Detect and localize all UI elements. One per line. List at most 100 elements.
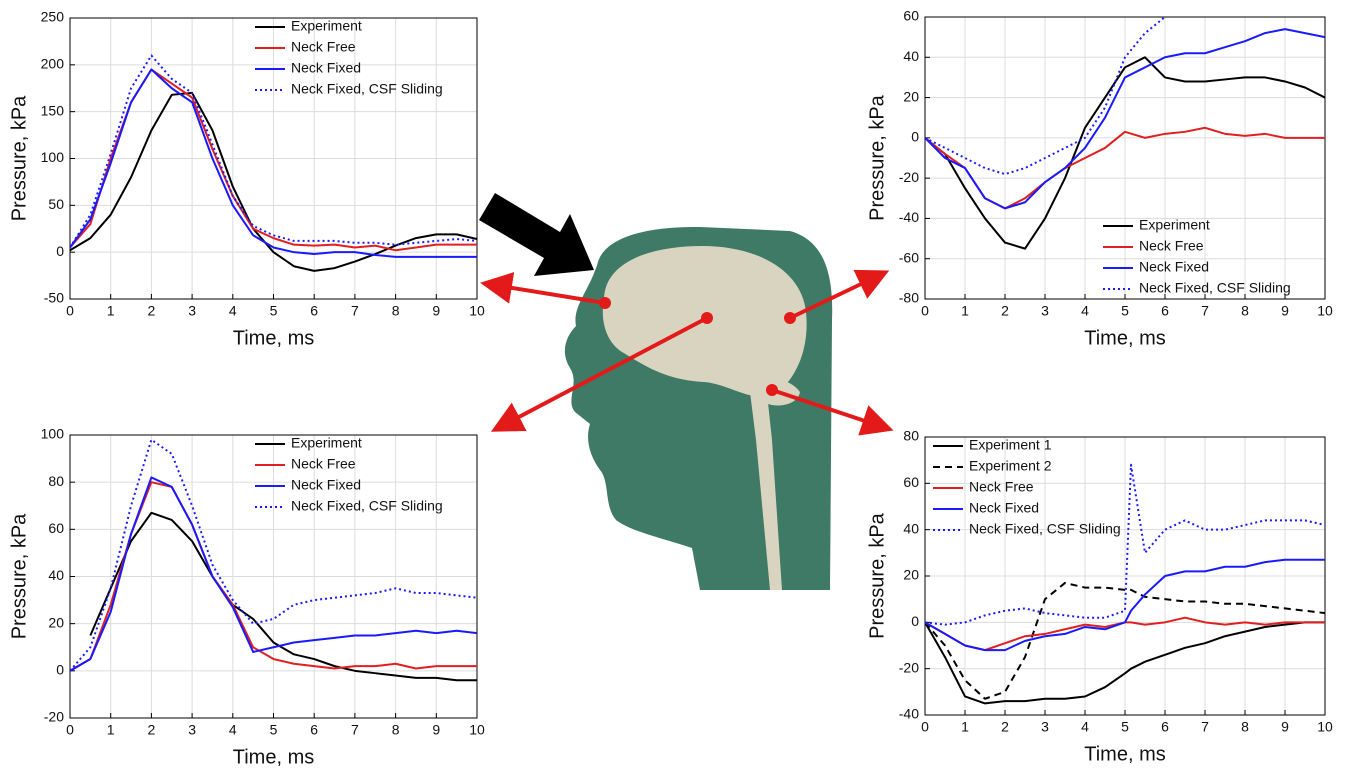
x-axis-label: Time, ms (233, 746, 314, 768)
legend-label: Experiment (1139, 217, 1210, 233)
x-tick-label: 10 (469, 722, 485, 738)
y-tick-label: -20 (899, 169, 919, 185)
x-axis-label: Time, ms (1084, 743, 1165, 765)
legend-label: Neck Free (1139, 238, 1204, 254)
legend: Experiment Neck Free Neck Fixed Neck Fixed,… (1103, 217, 1291, 296)
x-tick-label: 9 (1281, 719, 1289, 735)
x-tick-label: 2 (148, 303, 156, 319)
y-tick-label: -50 (44, 290, 64, 306)
x-tick-label: 0 (66, 303, 74, 319)
x-tick-label: 7 (1201, 303, 1209, 319)
x-axis-label: Time, ms (233, 327, 314, 349)
y-tick-label: 20 (903, 88, 919, 104)
legend-label: Neck Fixed, CSF Sliding (969, 521, 1121, 537)
x-tick-label: 1 (961, 719, 969, 735)
legend-label: Neck Fixed, CSF Sliding (1139, 280, 1291, 296)
legend-label: Neck Free (969, 479, 1034, 495)
legend: Experiment 1 Experiment 2 Neck Free Neck Fi… (933, 437, 1121, 537)
x-tick-label: 7 (351, 303, 359, 319)
y-tick-label: -60 (899, 249, 919, 265)
y-tick-label: -80 (899, 290, 919, 306)
y-tick-label: -40 (899, 706, 919, 722)
y-tick-label: 80 (48, 473, 64, 489)
x-tick-label: 5 (1121, 303, 1129, 319)
probe-point (599, 297, 611, 309)
x-tick-label: 3 (188, 722, 196, 738)
legend-label: Experiment 2 (969, 458, 1052, 474)
probe-point (766, 384, 778, 396)
probe-point (784, 312, 796, 324)
x-tick-label: 2 (1001, 719, 1009, 735)
x-tick-label: 3 (1041, 719, 1049, 735)
x-tick-label: 5 (270, 303, 278, 319)
chart: 012345678910-80-60-40-200204060Time, msP… (866, 8, 1333, 350)
x-tick-label: 2 (148, 722, 156, 738)
x-tick-label: 0 (921, 303, 929, 319)
x-tick-label: 7 (351, 722, 359, 738)
y-tick-label: 200 (41, 56, 65, 72)
x-tick-label: 9 (432, 303, 440, 319)
x-tick-label: 8 (392, 303, 400, 319)
y-tick-label: 100 (41, 426, 65, 442)
y-tick-label: 20 (903, 567, 919, 583)
y-tick-label: 60 (903, 8, 919, 24)
legend-label: Neck Fixed, CSF Sliding (291, 81, 443, 97)
head-diagram (479, 193, 886, 590)
x-tick-label: 6 (1161, 719, 1169, 735)
y-axis-label: Pressure, kPa (866, 94, 888, 220)
legend-label: Neck Fixed (291, 60, 361, 76)
y-tick-label: 40 (903, 48, 919, 64)
y-axis-label: Pressure, kPa (8, 95, 30, 221)
x-tick-label: 3 (1041, 303, 1049, 319)
legend-label: Experiment 1 (969, 437, 1052, 453)
x-tick-label: 10 (469, 303, 485, 319)
x-tick-label: 3 (188, 303, 196, 319)
y-tick-label: 0 (911, 129, 919, 145)
figure: 012345678910-50050100150200250Time, msPr… (0, 0, 1352, 771)
x-tick-label: 5 (1121, 719, 1129, 735)
x-tick-label: 5 (270, 722, 278, 738)
y-tick-label: 40 (903, 520, 919, 536)
data-line (90, 513, 477, 680)
y-tick-label: 40 (48, 567, 64, 583)
x-tick-label: 1 (107, 303, 115, 319)
x-tick-label: 1 (961, 303, 969, 319)
y-tick-label: 80 (903, 428, 919, 444)
x-tick-label: 6 (310, 722, 318, 738)
data-line (925, 17, 1205, 174)
legend-label: Neck Fixed (291, 477, 361, 493)
y-tick-label: 250 (41, 9, 65, 25)
x-tick-label: 0 (921, 719, 929, 735)
y-tick-label: 20 (48, 614, 64, 630)
y-tick-label: -20 (44, 709, 64, 725)
legend-label: Neck Fixed (969, 500, 1039, 516)
x-tick-label: 8 (1241, 719, 1249, 735)
x-tick-label: 10 (1317, 719, 1333, 735)
x-tick-label: 4 (1081, 303, 1089, 319)
x-tick-label: 6 (1161, 303, 1169, 319)
x-axis-label: Time, ms (1084, 327, 1165, 349)
legend-label: Neck Free (291, 39, 356, 55)
x-tick-label: 4 (229, 722, 237, 738)
y-axis-label: Pressure, kPa (866, 512, 888, 638)
y-tick-label: 60 (903, 474, 919, 490)
legend: Experiment Neck Free Neck Fixed Neck Fixed,… (255, 435, 443, 514)
x-tick-label: 4 (1081, 719, 1089, 735)
y-tick-label: 150 (41, 102, 65, 118)
x-tick-label: 9 (432, 722, 440, 738)
x-tick-label: 0 (66, 722, 74, 738)
legend-label: Neck Fixed (1139, 259, 1209, 275)
impact-arrow (479, 193, 594, 276)
y-tick-label: 50 (48, 196, 64, 212)
x-tick-label: 9 (1281, 303, 1289, 319)
x-tick-label: 7 (1201, 719, 1209, 735)
y-tick-label: 0 (56, 243, 64, 259)
x-tick-label: 10 (1317, 303, 1333, 319)
x-tick-label: 2 (1001, 303, 1009, 319)
legend-label: Experiment (291, 435, 362, 451)
legend-label: Neck Fixed, CSF Sliding (291, 498, 443, 514)
x-tick-label: 4 (229, 303, 237, 319)
legend-label: Neck Free (291, 456, 356, 472)
